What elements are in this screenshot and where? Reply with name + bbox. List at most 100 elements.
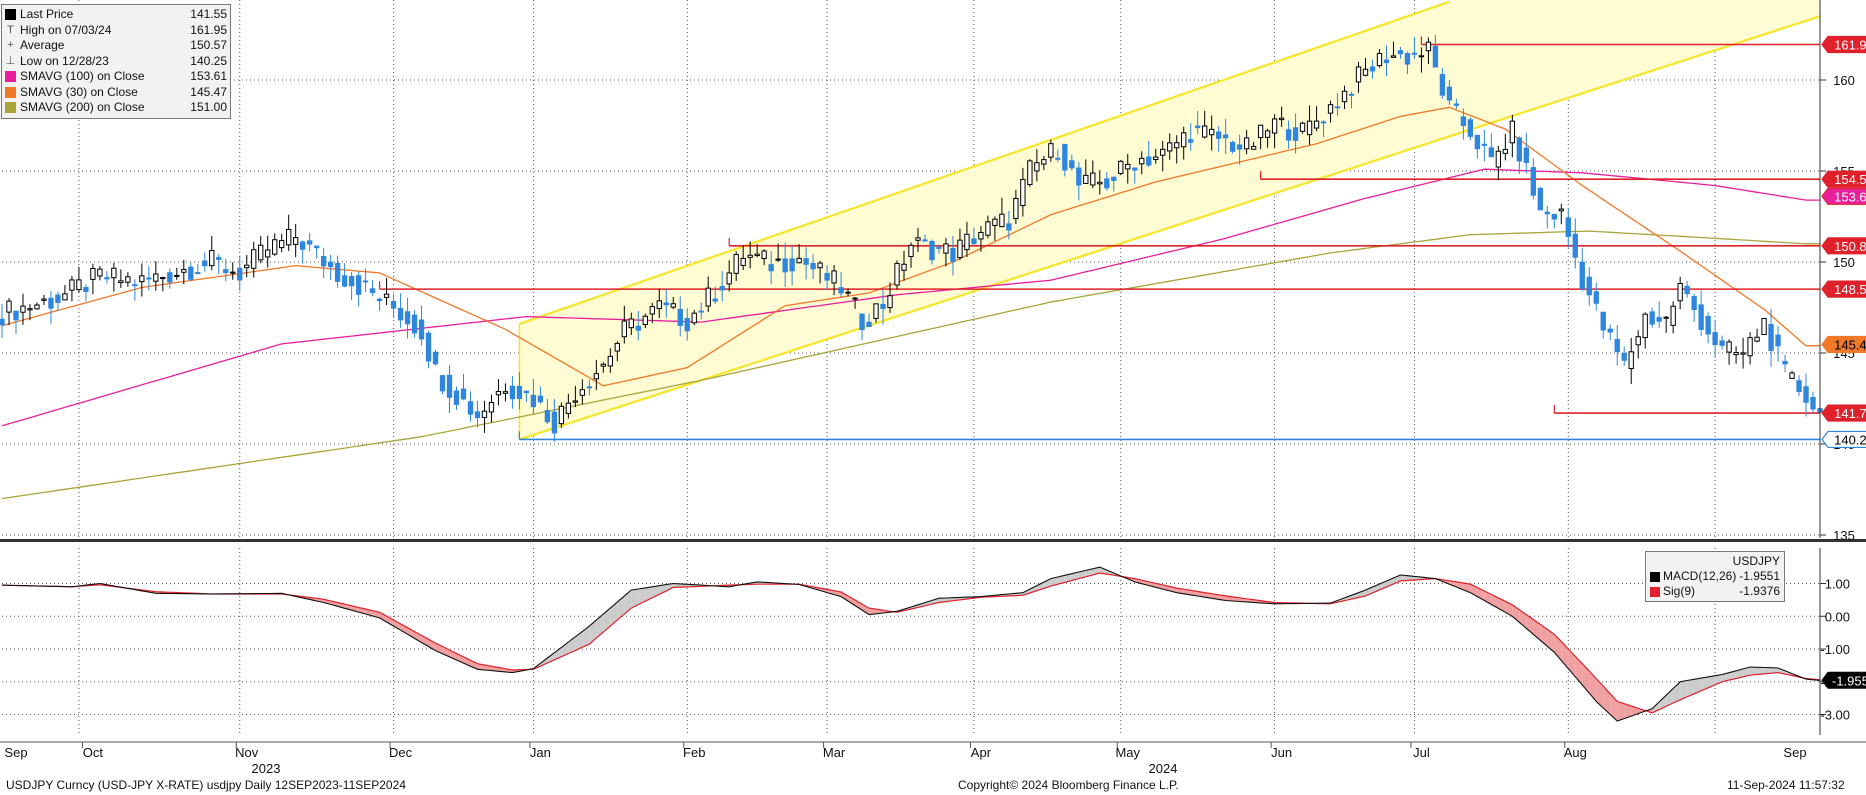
candle [831,265,837,296]
candle-body [614,342,620,352]
candle [1516,136,1522,174]
candle [216,254,222,275]
candle [1264,128,1271,148]
candle-body [1292,127,1299,141]
candle [1083,159,1089,184]
candle-body [635,325,641,331]
candle-body [13,310,19,321]
candle-body [1614,338,1620,353]
month-label: Jul [1413,745,1430,760]
macd-tag-box [1821,671,1866,689]
candle [1348,91,1355,109]
macd-fill [855,600,863,611]
macd-fill [1631,705,1639,717]
candle [964,221,970,257]
candle-body [1558,208,1564,212]
candle [1390,41,1397,58]
candle-body [1768,324,1774,351]
candle [1719,335,1725,350]
candle-body [1432,45,1439,68]
candle-body [1607,328,1613,333]
candle [635,311,641,341]
candle [691,310,697,326]
candle-body [181,268,187,273]
macd-fill [470,660,478,670]
candle-body [1754,336,1760,342]
macd-fill [1547,629,1555,653]
macd-fill [610,602,618,627]
candle [90,263,96,295]
candle-body [1740,352,1746,355]
candle-body [1327,104,1334,114]
candle-body [481,410,488,418]
candle-body [1467,119,1474,137]
candle-body [1041,159,1047,165]
candle [13,310,19,335]
candle-body [1593,291,1599,304]
candle-body [1090,172,1096,186]
candle [859,313,865,341]
price-tag-box [1821,35,1866,54]
legend-item: T High on 07/03/24 161.95 [5,23,227,39]
candle-body [663,302,669,306]
candle [334,255,341,288]
candle [355,271,362,307]
candle-body [313,245,320,249]
candle [824,265,830,291]
candle [1292,113,1299,154]
candle-body [341,275,348,287]
candle [1705,312,1711,344]
macd-fill [841,592,849,602]
candle-body [1684,285,1690,295]
macd-fill [1757,667,1765,675]
candle [558,402,565,428]
candle [544,399,551,424]
candle [845,288,851,297]
candle-body [1271,118,1278,134]
candle-body [6,300,12,313]
candle-body [852,297,858,300]
candle-body [726,272,732,285]
month-label: Jun [1271,745,1292,760]
legend-label: Average [20,38,65,52]
candle [258,235,264,264]
macd-fill [1575,656,1583,686]
candle-body [1502,149,1509,154]
candle-body [1803,386,1809,403]
candle-body [1132,167,1138,171]
macd-panel [1,548,1821,735]
candle [453,386,460,410]
candle [1635,330,1641,359]
candle-body [1586,276,1592,296]
price-tag: 140.25 [1821,430,1866,449]
candle [698,302,704,320]
candle-body [362,280,369,283]
macd-fill [1505,601,1513,617]
candle [1362,58,1369,77]
candle-body [502,391,509,394]
candle-body [1509,120,1516,144]
candle-body [740,257,746,266]
candle [1712,320,1718,358]
year-label: 2023 [252,761,281,776]
candle-body [1118,160,1124,174]
candle [593,359,600,390]
candle [1740,337,1746,369]
candle-body [1195,125,1201,129]
candle [719,271,725,302]
signal-swatch [1650,586,1660,597]
candle [1202,110,1208,139]
candle-body [230,271,236,274]
candle [48,290,54,325]
candle [1649,307,1655,328]
candle-body [642,315,648,326]
candle-body [1481,143,1488,146]
candle [642,313,648,329]
candle-body [1348,93,1355,96]
candle-body [1160,148,1166,156]
candle [1572,218,1578,269]
candle [1041,155,1047,171]
candle [1796,375,1802,397]
candle-body [1537,187,1543,211]
candle [1621,346,1627,367]
